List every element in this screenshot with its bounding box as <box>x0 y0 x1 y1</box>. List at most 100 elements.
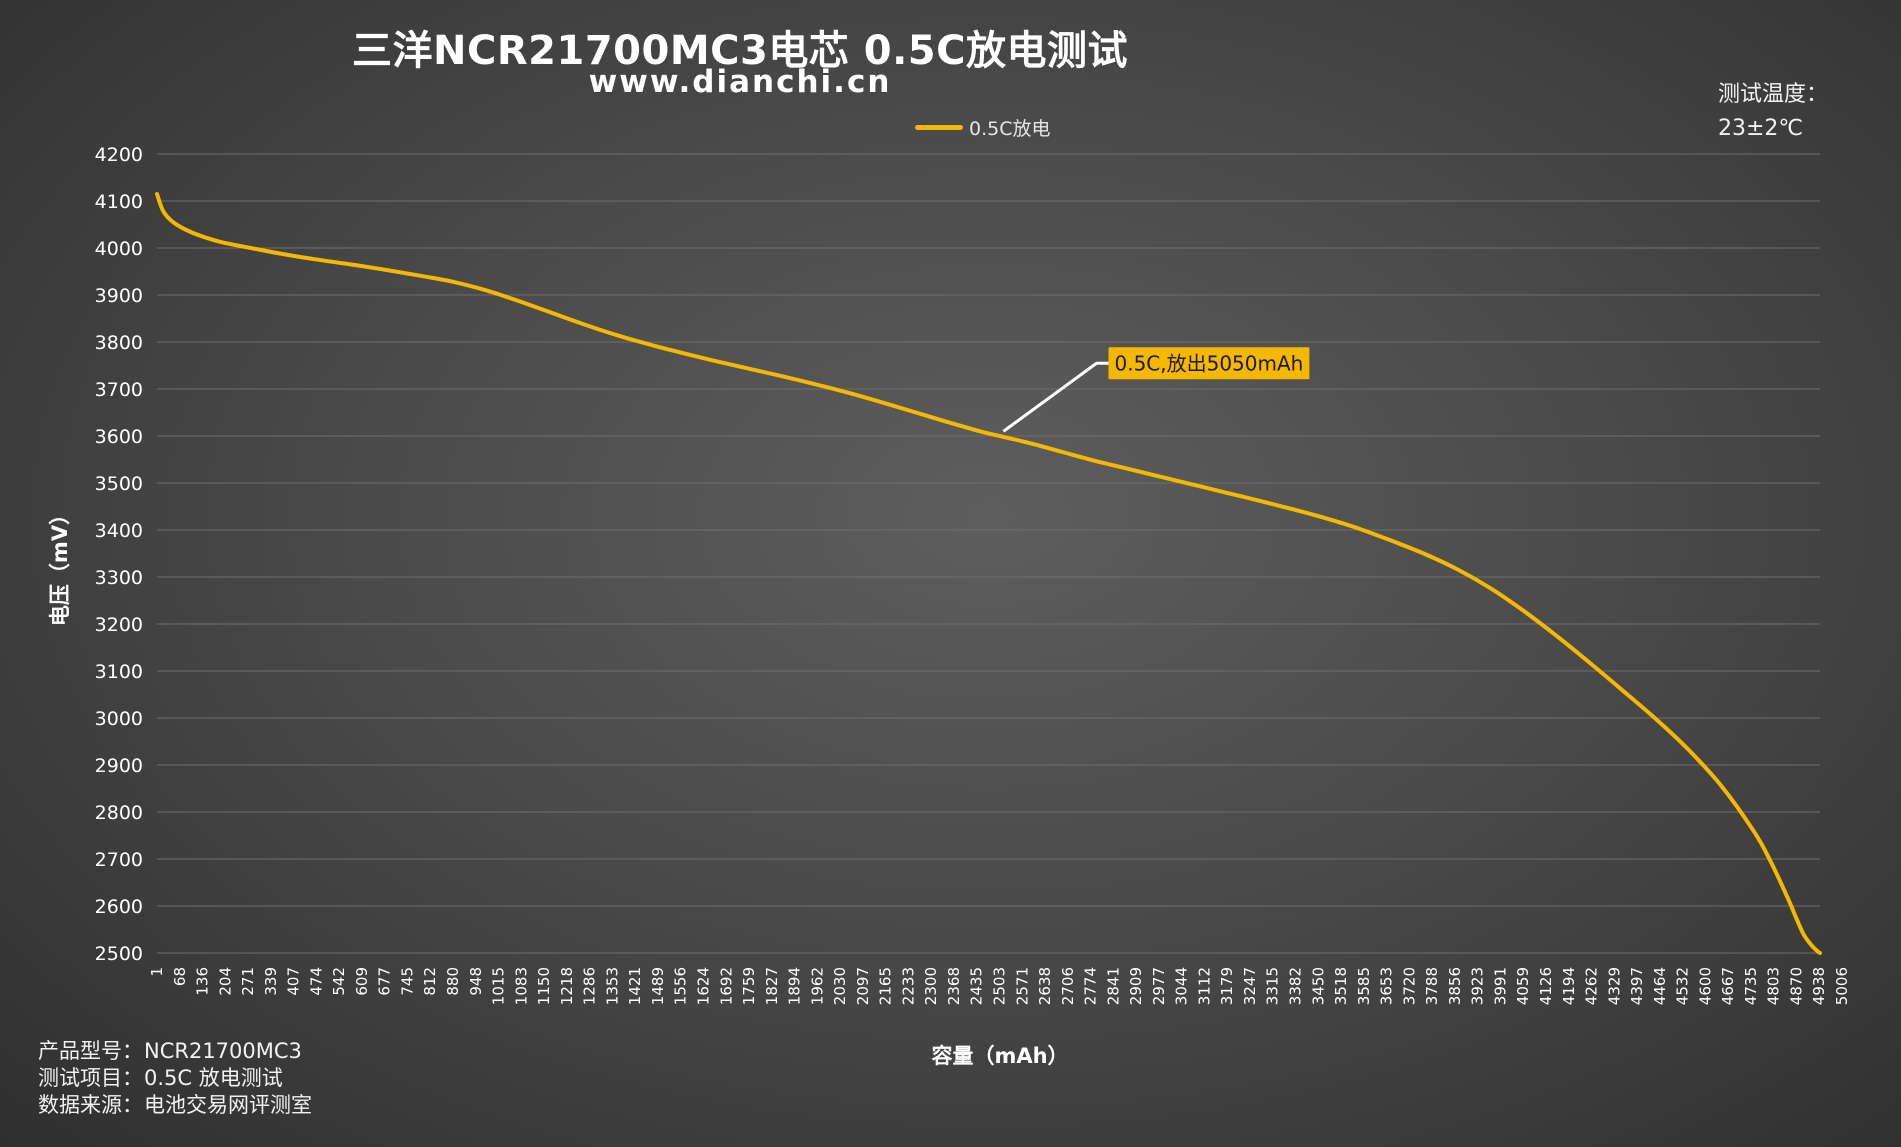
x-tick-label: 4667 <box>1719 967 1737 1005</box>
x-tick-label: 339 <box>262 967 280 996</box>
y-tick-label: 2900 <box>95 755 143 777</box>
y-tick-label: 3600 <box>95 426 143 448</box>
x-tick-label: 2909 <box>1127 967 1145 1005</box>
chart-legend: 0.5C放电 <box>915 114 1050 141</box>
info-key: 数据来源： <box>38 1093 143 1117</box>
x-tick-label: 271 <box>239 967 257 996</box>
y-tick-label: 3700 <box>95 379 143 401</box>
chart-title: 三洋NCR21700MC3电芯 0.5C放电测试 <box>352 28 1128 74</box>
x-tick-label: 1556 <box>672 967 690 1005</box>
x-tick-label: 4262 <box>1583 967 1601 1005</box>
info-value: NCR21700MC3 <box>144 1039 302 1063</box>
chart-subtitle: www.dianchi.cn <box>588 64 892 100</box>
x-tick-label: 1962 <box>808 967 826 1005</box>
x-tick-label: 4735 <box>1742 967 1760 1005</box>
x-tick-label: 1759 <box>740 967 758 1005</box>
y-tick-label: 4100 <box>95 191 143 213</box>
x-tick-label: 4938 <box>1810 967 1828 1005</box>
x-tick-labels: 1 68 136 204 271 339 407 474 542 609 677 745 812 880 9… <box>148 967 1851 1005</box>
x-axis-title: 容量（mAh） <box>931 1044 1068 1068</box>
x-tick-label: 1218 <box>558 967 576 1005</box>
x-tick-label: 68 <box>171 967 189 986</box>
x-tick-label: 3518 <box>1332 967 1350 1005</box>
y-tick-label: 3800 <box>95 332 143 354</box>
x-tick-label: 609 <box>353 967 371 996</box>
x-tick-label: 136 <box>194 967 212 996</box>
x-tick-label: 1015 <box>490 967 508 1005</box>
x-tick-label: 2977 <box>1150 967 1168 1005</box>
y-tick-label: 4000 <box>95 238 143 260</box>
x-tick-label: 2774 <box>1082 967 1100 1005</box>
x-tick-label: 2503 <box>991 967 1009 1005</box>
x-tick-label: 1353 <box>603 967 621 1005</box>
y-tick-label: 3300 <box>95 567 143 589</box>
legend-label: 0.5C放电 <box>969 118 1051 140</box>
test-temperature-value: 23±2℃ <box>1718 116 1804 141</box>
info-row-model: 产品型号： NCR21700MC3 <box>38 1038 312 1065</box>
x-tick-label: 1421 <box>626 967 644 1005</box>
x-tick-label: 948 <box>467 967 485 996</box>
x-tick-label: 3179 <box>1218 967 1236 1005</box>
x-tick-label: 4397 <box>1628 967 1646 1005</box>
x-tick-label: 4803 <box>1765 967 1783 1005</box>
x-tick-label: 2706 <box>1059 967 1077 1005</box>
x-tick-label: 2030 <box>831 967 849 1005</box>
x-tick-label: 1 <box>148 967 166 977</box>
y-tick-label: 2500 <box>95 943 143 965</box>
y-axis-title: 电压（mV） <box>48 504 72 626</box>
x-tick-label: 3112 <box>1195 967 1213 1005</box>
x-tick-label: 4059 <box>1514 967 1532 1005</box>
x-tick-label: 3450 <box>1309 967 1327 1005</box>
x-tick-label: 880 <box>444 967 462 996</box>
x-tick-label: 5006 <box>1833 967 1851 1005</box>
x-tick-label: 4600 <box>1696 967 1714 1005</box>
test-temperature: 测试温度： 23±2℃ <box>1718 78 1828 146</box>
x-tick-label: 1150 <box>535 967 553 1005</box>
y-tick-label: 3100 <box>95 661 143 683</box>
x-tick-label: 542 <box>330 967 348 996</box>
test-temperature-label: 测试温度： <box>1718 82 1829 107</box>
x-tick-label: 3856 <box>1446 967 1464 1005</box>
legend-swatch <box>915 125 963 130</box>
y-tick-label: 3000 <box>95 708 143 730</box>
x-tick-label: 2435 <box>968 967 986 1005</box>
x-tick-label: 1692 <box>717 967 735 1005</box>
x-tick-label: 1286 <box>581 967 599 1005</box>
info-row-test: 测试项目： 0.5C 放电测试 <box>38 1065 312 1092</box>
y-tick-label: 3900 <box>95 285 143 307</box>
x-tick-label: 3653 <box>1378 967 1396 1005</box>
x-tick-label: 3382 <box>1287 967 1305 1005</box>
info-block: 产品型号： NCR21700MC3 测试项目： 0.5C 放电测试 数据来源： … <box>38 1038 312 1119</box>
x-tick-label: 2841 <box>1104 967 1122 1005</box>
x-tick-label: 1624 <box>694 967 712 1005</box>
x-tick-label: 4532 <box>1674 967 1692 1005</box>
annotation-leader-line <box>1002 361 1109 433</box>
x-tick-label: 1827 <box>763 967 781 1005</box>
x-tick-label: 2638 <box>1036 967 1054 1005</box>
x-tick-label: 3247 <box>1241 967 1259 1005</box>
x-tick-label: 4329 <box>1605 967 1623 1005</box>
info-row-source: 数据来源： 电池交易网评测室 <box>38 1092 312 1119</box>
x-tick-label: 677 <box>376 967 394 996</box>
x-tick-label: 3720 <box>1400 967 1418 1005</box>
series-line-0.5c <box>155 192 1822 955</box>
y-tick-label: 2600 <box>95 896 143 918</box>
y-tick-label: 3400 <box>95 520 143 542</box>
x-tick-label: 2097 <box>854 967 872 1005</box>
y-tick-label: 3500 <box>95 473 143 495</box>
x-tick-label: 4870 <box>1787 967 1805 1005</box>
x-tick-label: 407 <box>285 967 303 996</box>
x-tick-label: 2368 <box>945 967 963 1005</box>
x-tick-label: 1489 <box>649 967 667 1005</box>
x-tick-label: 2571 <box>1013 967 1031 1005</box>
x-tick-label: 474 <box>307 967 325 996</box>
info-key: 测试项目： <box>38 1066 143 1090</box>
x-tick-label: 4194 <box>1560 967 1578 1005</box>
y-tick-label: 3200 <box>95 614 143 636</box>
x-tick-label: 2300 <box>922 967 940 1005</box>
info-value: 电池交易网评测室 <box>144 1093 312 1117</box>
y-tick-label: 2800 <box>95 802 143 824</box>
x-tick-label: 2165 <box>877 967 895 1005</box>
x-tick-label: 3788 <box>1423 967 1441 1005</box>
